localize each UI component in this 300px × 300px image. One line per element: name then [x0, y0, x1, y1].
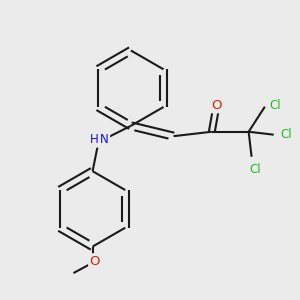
- Text: O: O: [90, 255, 100, 268]
- Text: O: O: [211, 99, 221, 112]
- Text: Cl: Cl: [280, 128, 292, 141]
- Text: Cl: Cl: [269, 99, 281, 112]
- Text: Cl: Cl: [249, 163, 261, 176]
- Text: H: H: [90, 133, 98, 146]
- Text: N: N: [100, 133, 109, 146]
